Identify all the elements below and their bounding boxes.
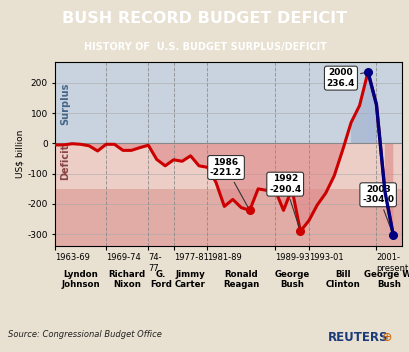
Bar [55,62,401,143]
Bar [55,143,401,189]
Text: Jimmy
Carter: Jimmy Carter [175,270,205,289]
Text: Surplus: Surplus [61,83,70,125]
Text: ⊕: ⊕ [381,331,392,344]
Text: 2003
-304.0: 2003 -304.0 [361,185,393,233]
Text: HISTORY OF  U.S. BUDGET SURPLUS/DEFICIT: HISTORY OF U.S. BUDGET SURPLUS/DEFICIT [83,42,326,52]
Text: Richard
Nixon: Richard Nixon [108,270,145,289]
Text: Deficit: Deficit [61,144,70,180]
Text: Ronald
Reagan: Ronald Reagan [222,270,259,289]
Text: 1986
-221.2: 1986 -221.2 [209,158,248,208]
Text: Bill
Clinton: Bill Clinton [324,270,359,289]
Text: G.
Ford: G. Ford [150,270,171,289]
Text: Source: Congressional Budget Office: Source: Congressional Budget Office [8,330,162,339]
Text: BUSH RECORD BUDGET DEFICIT: BUSH RECORD BUDGET DEFICIT [62,11,347,26]
Text: George W.
Bush: George W. Bush [363,270,409,289]
Y-axis label: US$ billion: US$ billion [16,130,25,178]
Text: REUTERS: REUTERS [327,331,388,344]
Text: 2000
236.4: 2000 236.4 [326,68,364,88]
Bar [55,189,401,246]
Text: 1992
-290.4: 1992 -290.4 [268,175,301,228]
Text: George
Bush: George Bush [274,270,309,289]
Text: Lyndon
Johnson: Lyndon Johnson [61,270,100,289]
